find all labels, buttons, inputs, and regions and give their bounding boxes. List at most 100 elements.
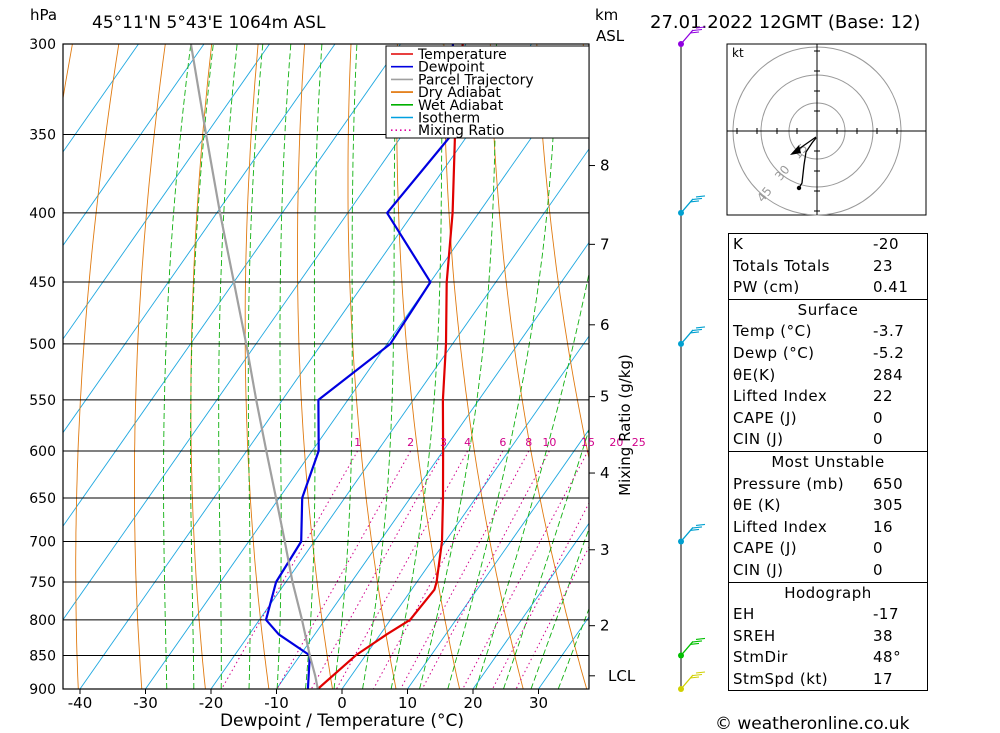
mu-pressure-row: Pressure (mb) 650 <box>729 474 927 496</box>
surface-dewp-label: Dewp (°C) <box>733 343 815 362</box>
dry-adiabat-line <box>955 44 1000 689</box>
dry-adiabat-line <box>489 44 588 689</box>
wet-adiabat-line <box>163 44 192 689</box>
wind-barb <box>680 637 706 656</box>
wet-adiabat-line <box>218 44 238 689</box>
mu-cin-row: CIN (J) 0 <box>729 560 927 582</box>
height-tick-label: 3 <box>600 541 610 559</box>
mu-theta-value: 305 <box>873 496 904 515</box>
mixing-ratio-line <box>421 450 550 689</box>
mu-cin-label: CIN (J) <box>733 560 784 579</box>
surface-li-row: Lifted Index 22 <box>729 386 927 408</box>
stmspd-label: StmSpd (kt) <box>733 669 829 688</box>
dry-adiabat-line <box>582 44 589 121</box>
mixing-ratio-label: 20 <box>609 436 623 449</box>
pressure-tick-label: 650 <box>29 491 56 507</box>
dry-adiabat-line <box>134 44 166 689</box>
legend-label-temperature: Temperature <box>417 47 507 63</box>
pressure-tick-label: 900 <box>29 682 56 698</box>
surface-cape-value: 0 <box>873 408 884 427</box>
mixing-ratio-label: 25 <box>632 436 646 449</box>
hodograph-title: Hodograph <box>784 583 872 602</box>
eh-label: EH <box>733 605 755 624</box>
mixing-ratio-label: 10 <box>542 436 556 449</box>
mixing-ratio-label: 3 <box>440 436 447 449</box>
isotherm-line <box>276 241 589 689</box>
mixing-ratio-label: 8 <box>525 436 532 449</box>
mu-li-label: Lifted Index <box>733 517 828 536</box>
wet-adiabat-line <box>390 44 444 689</box>
temperature-tick-label: -10 <box>264 694 289 712</box>
height-tick-labels: 8 7 6 5 4 3 2 LCL <box>589 157 636 685</box>
temperature-tick-label: -20 <box>199 694 224 712</box>
legend-label-dry-adiabat: Dry Adiabat <box>418 85 501 101</box>
dry-adiabat-line <box>347 44 397 689</box>
pw-label: PW (cm) <box>733 278 800 297</box>
surface-cape-row: CAPE (J) 0 <box>729 408 927 430</box>
mu-cape-value: 0 <box>873 539 884 558</box>
temperature-line <box>317 44 464 689</box>
hpa-unit-label: hPa <box>30 6 57 24</box>
pw-row: PW (cm) 0.41 <box>729 277 927 299</box>
pressure-tick-label: 550 <box>29 393 56 409</box>
dry-adiabat-line <box>244 44 270 689</box>
totals-label: Totals Totals <box>733 256 830 275</box>
isotherm-line <box>63 44 205 247</box>
pressure-tick-label: 850 <box>29 648 56 664</box>
legend-label-mixing-ratio: Mixing Ratio <box>418 123 504 139</box>
isotherm-line <box>79 44 532 689</box>
surface-cin-row: CIN (J) 0 <box>729 429 927 451</box>
stmdir-value: 48° <box>873 648 902 667</box>
mixing-ratio-line <box>492 501 589 689</box>
stmdir-label: StmDir <box>733 648 788 667</box>
height-tick-label: 2 <box>600 617 610 635</box>
isotherm-line <box>145 54 589 689</box>
srh-row: SREH 38 <box>729 626 927 648</box>
mixing-ratio-line <box>400 450 530 689</box>
wind-barb <box>680 326 706 345</box>
profile-series <box>189 44 464 689</box>
hodograph-trace <box>798 137 817 189</box>
pressure-tick-label: 750 <box>29 575 56 591</box>
height-tick-label: 6 <box>600 316 610 334</box>
temperature-tick-label: 10 <box>398 694 417 712</box>
surface-cape-label: CAPE (J) <box>733 408 798 427</box>
pressure-tick-label: 500 <box>29 337 56 353</box>
stmdir-row: StmDir 48° <box>729 647 927 669</box>
wind-profile <box>678 26 706 692</box>
totals-row: Totals Totals 23 <box>729 256 927 278</box>
most-unstable-section: Most Unstable Pressure (mb) 650 θE (K) 3… <box>729 450 927 582</box>
indices-table: K -20 Totals Totals 23 PW (cm) 0.41 Surf… <box>728 233 928 692</box>
temperature-tick-label: 30 <box>529 694 548 712</box>
k-value: -20 <box>873 235 899 253</box>
wet-adiabat-line <box>362 44 398 689</box>
surface-dewp-row: Dewp (°C) -5.2 <box>729 343 927 365</box>
x-axis-title: Dewpoint / Temperature (°C) <box>220 711 464 731</box>
dry-adiabat-line <box>396 44 461 689</box>
hodograph: kt 153045 <box>726 43 927 216</box>
surface-theta-label: θE(K) <box>733 365 776 384</box>
surface-temp-label: Temp (°C) <box>733 322 812 341</box>
surface-li-value: 22 <box>873 387 894 406</box>
pw-value: 0.41 <box>873 278 909 297</box>
stmspd-value: 17 <box>873 669 894 688</box>
height-tick-label: 7 <box>600 235 610 253</box>
surface-cin-label: CIN (J) <box>733 430 784 449</box>
mixing-ratio-labels: 1 2 3 4 6 8 10 15 20 25 <box>354 436 646 449</box>
mixing-ratio-label: 15 <box>581 436 595 449</box>
mu-theta-label: θE (K) <box>733 496 781 515</box>
surface-theta-value: 284 <box>873 365 904 384</box>
pressure-tick-label: 350 <box>29 128 56 144</box>
wind-barb <box>680 671 706 690</box>
parcel-trajectory-line <box>189 44 319 689</box>
isotherm-line <box>63 44 401 527</box>
pressure-tick-label: 600 <box>29 444 56 460</box>
mu-li-row: Lifted Index 16 <box>729 517 927 539</box>
legend-label-dewpoint: Dewpoint <box>418 60 485 76</box>
asl-unit-label: ASL <box>596 27 625 45</box>
temperature-tick-label: 20 <box>463 694 482 712</box>
hodograph-unit: kt <box>732 46 744 60</box>
k-label: K <box>733 235 744 253</box>
isotherm-line <box>63 44 270 340</box>
